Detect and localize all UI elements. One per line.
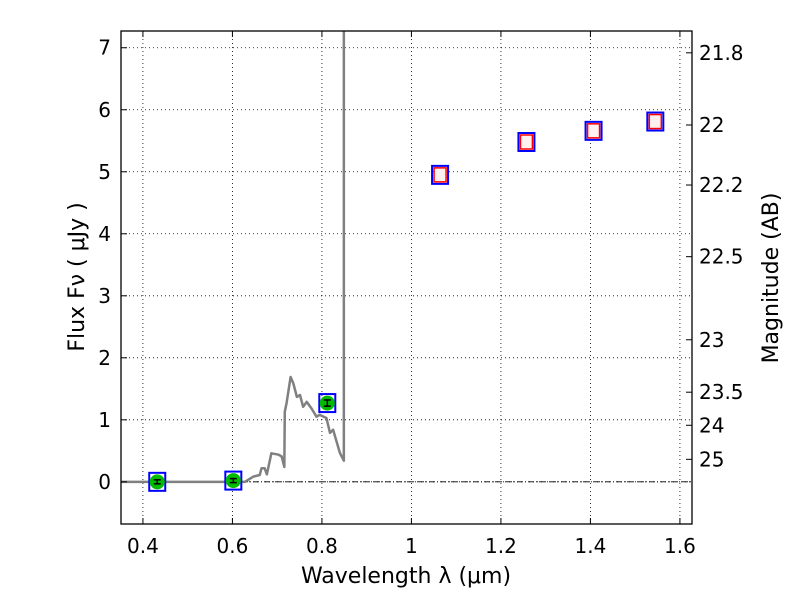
predicted-photometry-square <box>586 123 601 139</box>
y2-tick-label: 22.2 <box>699 173 744 197</box>
y2-tick-label: 23 <box>699 328 724 352</box>
y2-tick-label: 22.5 <box>699 245 744 269</box>
grid <box>121 31 692 524</box>
y-tick-label: 4 <box>98 222 111 246</box>
x-tick-label: 0.6 <box>217 534 249 558</box>
predicted-photometry-square <box>648 113 663 130</box>
x-tick-label: 0.8 <box>306 534 338 558</box>
y-axis-label: Flux Fν ( μJy ) <box>65 202 90 351</box>
x-tick-label: 1.2 <box>485 534 517 558</box>
model-photometry-square <box>431 164 450 185</box>
y-tick-label: 5 <box>98 160 111 184</box>
model-photometry-square <box>517 132 536 153</box>
y-tick-label: 3 <box>98 284 111 308</box>
y-tick-label: 2 <box>98 346 111 370</box>
model-photometry-square <box>318 393 337 414</box>
predicted-photometry-square <box>433 167 447 183</box>
x-tick-label: 0.4 <box>127 534 159 558</box>
model-photometry-square <box>148 471 167 492</box>
predicted-photometry-square <box>519 134 534 150</box>
series <box>121 31 692 492</box>
x-tick-label: 1.4 <box>575 534 607 558</box>
model-photometry-square <box>584 120 603 141</box>
y2-tick-label: 22 <box>699 113 724 137</box>
y2-axis-label: Magnitude (AB) <box>759 193 784 364</box>
x-tick-label: 1.6 <box>664 534 696 558</box>
plot-frame <box>120 30 693 525</box>
y-tick-label: 1 <box>98 408 111 432</box>
model-spectrum-line <box>121 31 346 484</box>
x-tick-label: 1 <box>405 534 418 558</box>
y-tick-label: 6 <box>98 98 111 122</box>
y-tick-label: 7 <box>98 36 111 60</box>
model-photometry-square <box>224 470 243 491</box>
y2-tick-label: 21.8 <box>699 41 744 65</box>
model-photometry-square <box>646 111 665 132</box>
x-axis-label: Wavelength λ (μm) <box>301 564 511 589</box>
y-tick-label: 0 <box>98 470 111 494</box>
y2-tick-label: 25 <box>699 447 724 471</box>
y2-tick-label: 23.5 <box>699 380 744 404</box>
y2-tick-label: 24 <box>699 413 724 437</box>
